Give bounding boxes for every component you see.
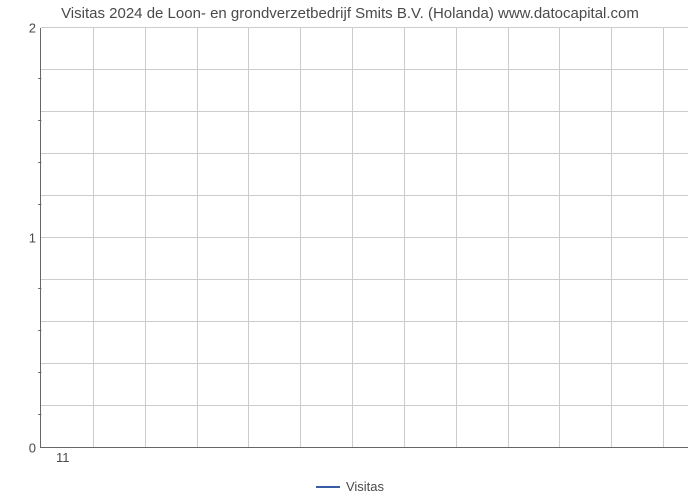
chart-title: Visitas 2024 de Loon- en grondverzetbedr…: [0, 5, 700, 22]
gridline-horizontal: [41, 279, 688, 280]
legend-swatch: [316, 486, 340, 488]
gridline-horizontal: [41, 237, 688, 238]
gridline-horizontal: [41, 69, 688, 70]
y-tick-label: 0: [8, 441, 36, 456]
y-tick-label: 1: [8, 231, 36, 246]
gridline-horizontal: [41, 111, 688, 112]
gridline-horizontal: [41, 405, 688, 406]
plot-area: [40, 28, 688, 448]
gridline-horizontal: [41, 153, 688, 154]
y-tick-label: 2: [8, 21, 36, 36]
visits-chart: Visitas 2024 de Loon- en grondverzetbedr…: [0, 0, 700, 500]
legend-label: Visitas: [346, 479, 384, 494]
gridline-horizontal: [41, 195, 688, 196]
gridline-horizontal: [41, 27, 688, 28]
x-tick-label: 11: [56, 450, 70, 465]
gridline-horizontal: [41, 363, 688, 364]
chart-legend: Visitas: [0, 478, 700, 494]
gridline-horizontal: [41, 321, 688, 322]
